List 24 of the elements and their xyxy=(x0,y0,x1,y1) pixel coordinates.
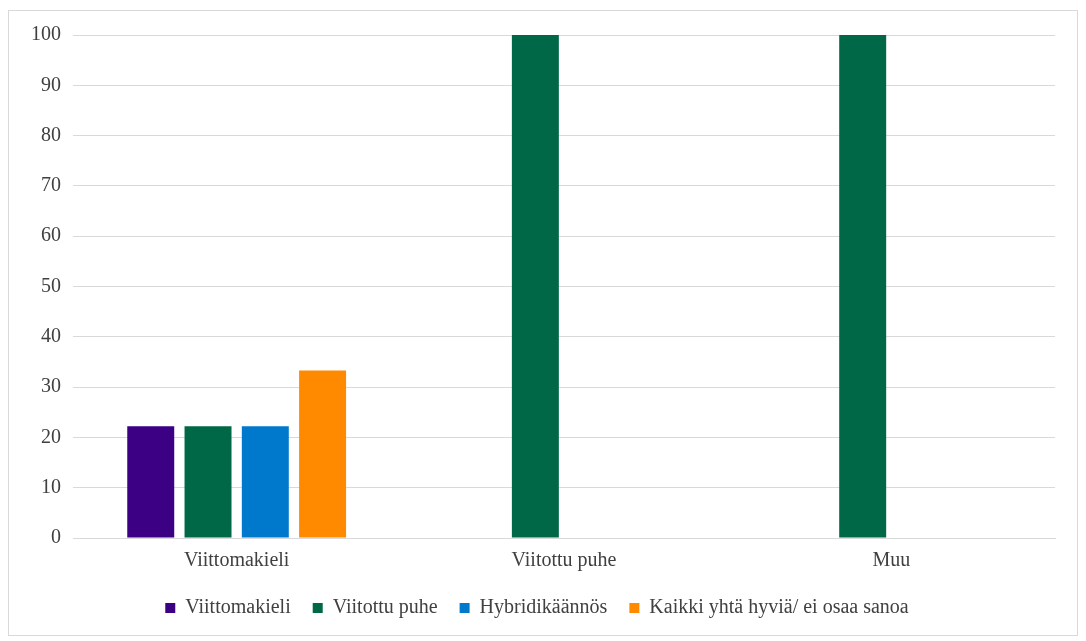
y-tick-label: 70 xyxy=(41,173,61,196)
bar xyxy=(511,35,559,538)
y-tick-label: 0 xyxy=(51,525,61,548)
bar xyxy=(184,426,232,538)
bar xyxy=(127,426,175,538)
legend-label: Viitottu puhe xyxy=(332,595,438,619)
y-tick-label: 20 xyxy=(41,424,61,447)
bar xyxy=(299,370,347,538)
legend-label: Viittomakieli xyxy=(185,595,292,618)
y-tick-label: 50 xyxy=(41,273,61,296)
y-tick-label: 80 xyxy=(41,122,61,145)
y-tick-label: 100 xyxy=(31,22,61,45)
y-tick-label: 30 xyxy=(41,374,61,397)
x-tick-label: Viittomakieli xyxy=(183,548,290,571)
legend-label: Hybridikäännös xyxy=(479,595,608,619)
bar xyxy=(839,35,887,538)
y-tick-label: 90 xyxy=(41,72,61,95)
y-tick-label: 10 xyxy=(41,474,61,497)
y-tick-label: 40 xyxy=(41,324,61,347)
y-tick-label: 60 xyxy=(41,223,61,246)
bar xyxy=(241,426,289,538)
x-tick-label: Muu xyxy=(872,548,911,571)
legend-label: Kaikki yhtä hyviä/ ei osaa sanoa xyxy=(649,595,909,619)
x-tick-label: Viitottu puhe xyxy=(511,548,617,572)
